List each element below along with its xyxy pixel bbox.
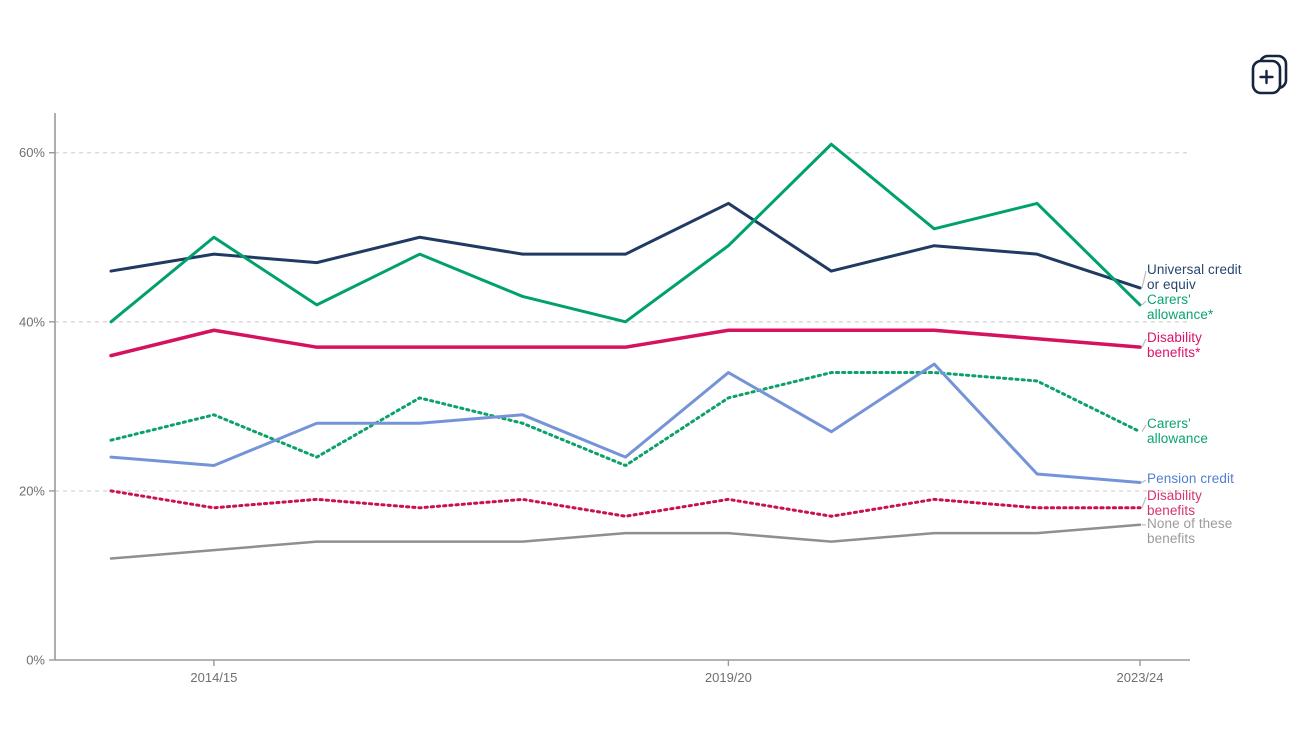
series-label-none-of-these: None of these benefits xyxy=(1147,516,1233,546)
series-line-universal-credit xyxy=(109,201,1142,290)
y-tick-label: 60% xyxy=(19,145,45,160)
series-line-carers-allowance xyxy=(109,371,1142,468)
series-line-none-of-these xyxy=(109,523,1142,560)
expand-chart-button[interactable] xyxy=(1246,50,1294,98)
y-tick-label: 20% xyxy=(19,483,45,498)
copy-plus-icon xyxy=(1251,54,1288,95)
label-leader-carers-allowance-claim xyxy=(1141,300,1147,306)
x-tick-label: 2014/15 xyxy=(190,670,237,685)
label-leader-disability-benefits-claim xyxy=(1141,338,1147,348)
x-tick-label: 2019/20 xyxy=(705,670,752,685)
series-label-disability-benefits: Disability benefits xyxy=(1147,488,1203,518)
label-leader-carers-allowance xyxy=(1141,424,1147,433)
label-leader-disability-benefits xyxy=(1141,496,1147,509)
series-line-disability-benefits xyxy=(109,489,1142,518)
series-line-disability-benefits-claim xyxy=(109,328,1142,358)
series-line-carers-allowance-claim xyxy=(109,142,1142,324)
x-tick-label: 2023/24 xyxy=(1117,670,1164,685)
y-tick-label: 40% xyxy=(19,314,45,329)
series-line-pension-credit xyxy=(109,362,1142,484)
label-leader-pension-credit xyxy=(1141,479,1147,483)
series-label-disability-benefits-claim: Disability benefits* xyxy=(1147,330,1203,360)
series-label-pension-credit: Pension credit xyxy=(1147,471,1234,486)
series-label-carers-allowance-claim: Carers' allowance* xyxy=(1147,292,1214,322)
y-tick-label: 0% xyxy=(26,653,45,668)
label-leader-universal-credit xyxy=(1141,270,1147,289)
series-label-carers-allowance: Carers' allowance xyxy=(1147,416,1208,446)
series-label-universal-credit: Universal credit or equiv xyxy=(1147,262,1242,292)
